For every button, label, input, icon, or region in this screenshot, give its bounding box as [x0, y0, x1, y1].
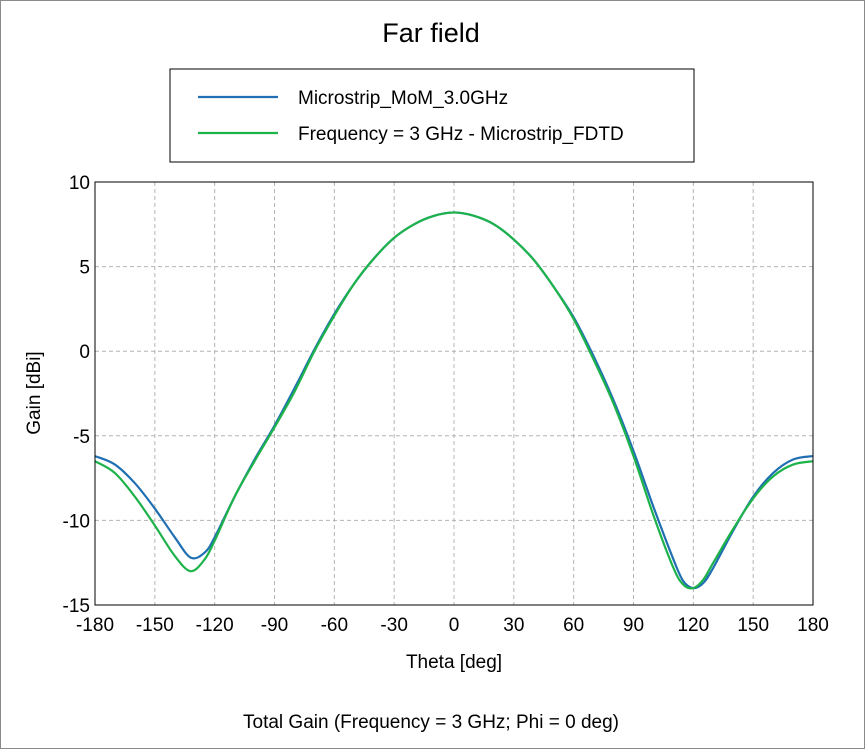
x-tick-label: -150: [136, 615, 174, 636]
plot-border: [94, 181, 814, 606]
chart-caption: Total Gain (Frequency = 3 GHz; Phi = 0 d…: [243, 712, 619, 733]
x-tick-label: -60: [321, 615, 348, 636]
legend-label-fdtd: Frequency = 3 GHz - Microstrip_FDTD: [298, 124, 624, 145]
x-tick-label: 60: [563, 615, 584, 636]
x-tick-label: 0: [449, 615, 460, 636]
x-tick-label: 150: [737, 615, 769, 636]
x-tick-label: -30: [380, 615, 407, 636]
y-tick-label: 0: [79, 342, 90, 363]
tick-labels: -180 -150 -120 -90 -60 -30 0 30 60 90 120 150 180-15…: [63, 173, 829, 636]
series-line-1: [94, 211, 814, 590]
y-tick-label: 10: [69, 173, 90, 194]
y-tick-label: -10: [63, 511, 90, 532]
x-axis-label: Theta [deg]: [406, 652, 502, 673]
x-tick-label: 120: [677, 615, 709, 636]
y-tick-label: -5: [73, 427, 90, 448]
x-tick-label: -180: [76, 615, 114, 636]
x-tick-label: 180: [797, 615, 829, 636]
x-tick-label: -90: [261, 615, 288, 636]
legend-box: [169, 68, 695, 163]
x-tick-label: 90: [623, 615, 644, 636]
x-tick-label: 30: [503, 615, 524, 636]
y-axis-label: Gain [dBi]: [24, 351, 45, 434]
x-tick-label: -120: [196, 615, 234, 636]
chart-title: Far field: [382, 18, 480, 48]
y-tick-label: 5: [79, 258, 90, 279]
legend-label-mom: Microstrip_MoM_3.0GHz: [298, 88, 508, 109]
data-series: [94, 211, 814, 590]
grid-lines: [95, 182, 813, 605]
y-tick-label: -15: [63, 596, 90, 617]
